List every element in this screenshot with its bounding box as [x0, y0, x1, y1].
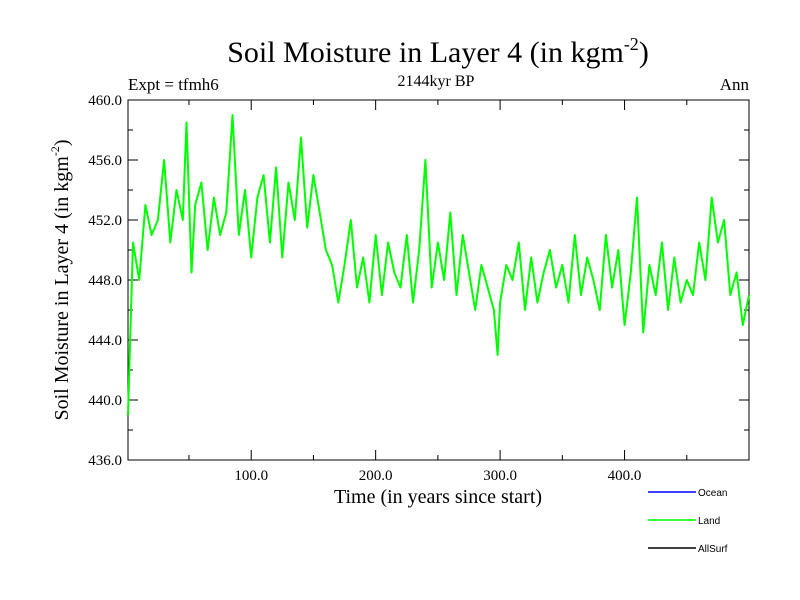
- series-layer: [127, 114, 750, 416]
- legend-label-ocean: Ocean: [698, 488, 727, 499]
- y-tick-label: 460.0: [88, 93, 122, 109]
- y-tick-label: 448.0: [88, 273, 122, 289]
- y-axis-label-superscript: -2: [48, 146, 62, 156]
- y-tick-label: 444.0: [88, 333, 122, 349]
- legend: Ocean Land AllSurf: [648, 488, 728, 555]
- series-line-land: [127, 114, 750, 416]
- chart-title: Soil Moisture in Layer 4 (in kgm-2): [227, 34, 649, 69]
- chart-title-superscript: -2: [624, 34, 639, 54]
- legend-label-allsurf: AllSurf: [698, 544, 728, 555]
- legend-label-land: Land: [698, 516, 720, 527]
- y-tick-label: 440.0: [88, 393, 122, 409]
- x-axis: 100.0 200.0 300.0 400.0: [188, 100, 688, 484]
- x-tick-label: 100.0: [234, 468, 268, 484]
- y-tick-label: 456.0: [88, 153, 122, 169]
- y-tick-label: 436.0: [88, 453, 122, 469]
- chart-subtitle: 2144kyr BP: [398, 73, 475, 90]
- y-axis-label-tail: ): [51, 139, 73, 146]
- x-tick-label: 200.0: [359, 468, 393, 484]
- plot-frame: [127, 99, 750, 461]
- y-axis-label: Soil Moisture in Layer 4 (in kgm-2): [48, 139, 73, 420]
- x-tick-label: 400.0: [608, 468, 642, 484]
- chart-title-tail: ): [639, 36, 649, 69]
- x-tick-label: 300.0: [483, 468, 517, 484]
- y-tick-label: 452.0: [88, 213, 122, 229]
- season-label: Ann: [720, 75, 750, 94]
- y-axis: 436.0 440.0 444.0 448.0 452.0 456.0 460.0: [88, 93, 749, 469]
- experiment-label: Expt = tfmh6: [128, 75, 219, 94]
- x-axis-label: Time (in years since start): [334, 486, 542, 508]
